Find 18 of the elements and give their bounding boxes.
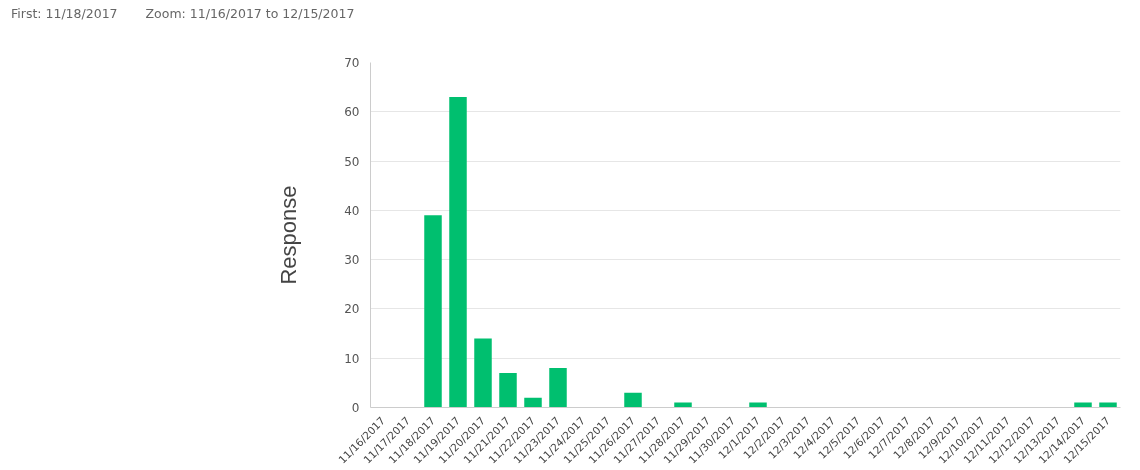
y-tick-label: 50 xyxy=(344,154,360,169)
y-tick-label: 0 xyxy=(351,401,360,415)
y-tick-label: 30 xyxy=(344,253,360,268)
y-tick-label: 20 xyxy=(344,302,360,317)
y-tick-label: 60 xyxy=(344,105,360,120)
bar xyxy=(549,368,567,408)
bar xyxy=(524,397,542,408)
y-tick-label: 10 xyxy=(344,351,360,366)
bar xyxy=(499,373,517,408)
bar xyxy=(624,392,642,408)
text: First: 11/18/2017 xyxy=(11,6,118,21)
y-axis-title: Response xyxy=(276,185,302,285)
bar xyxy=(424,215,442,408)
y-tick-label: 70 xyxy=(344,56,360,70)
bar xyxy=(449,97,467,408)
y-tick-label: 40 xyxy=(344,203,360,218)
bar xyxy=(474,338,492,408)
text: Zoom: 11/16/2017 to 12/15/2017 xyxy=(145,6,355,21)
